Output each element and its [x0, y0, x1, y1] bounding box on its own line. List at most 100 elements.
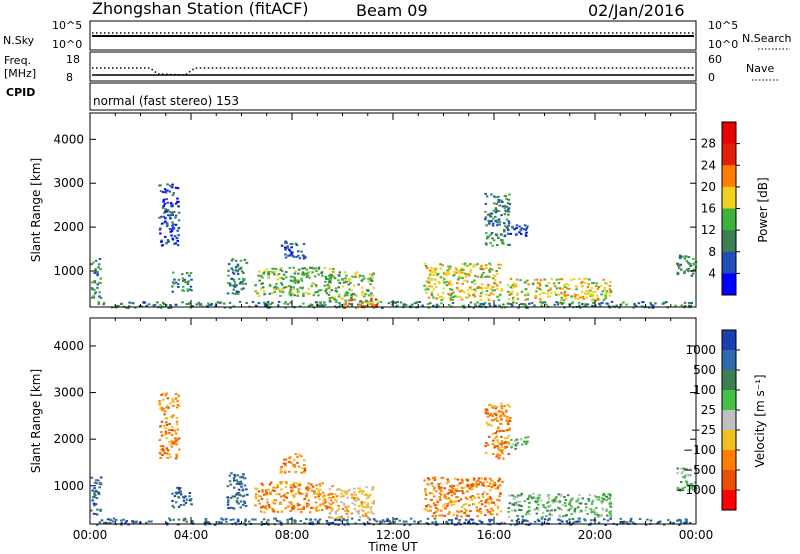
power-data-cell: [367, 289, 370, 292]
velocity-data-cell: [494, 407, 497, 410]
velocity-data-cell: [588, 494, 592, 496]
velocity-data-cell: [578, 517, 581, 520]
power-data-cell: [345, 291, 349, 294]
power-data-cell: [176, 187, 180, 190]
velocity-data-cell: [291, 506, 294, 509]
power-data-cell: [273, 288, 276, 291]
power-data-cell: [343, 271, 347, 274]
power-data-cell: [480, 283, 484, 286]
velocity-data-cell: [97, 479, 100, 482]
power-data-cell: [436, 305, 440, 308]
power-data-cell: [242, 287, 245, 290]
power-data-cell: [487, 235, 491, 238]
power-data-cell: [372, 272, 375, 275]
power-data-cell: [469, 286, 472, 289]
velocity-data-cell: [398, 519, 401, 522]
velocity-data-cell: [524, 443, 528, 445]
power-data-cell: [489, 263, 492, 266]
velocity-data-cell: [269, 491, 272, 494]
power-data-cell: [168, 228, 172, 231]
power-data-cell: [298, 305, 302, 308]
velocity-data-cell: [358, 516, 362, 518]
power-data-cell: [598, 298, 601, 301]
power-xaxis: [89, 113, 697, 307]
power-data-cell: [494, 207, 498, 210]
velocity-data-cell: [298, 484, 301, 487]
power-data-cell: [557, 293, 560, 296]
velocity-data-cell: [519, 494, 523, 497]
power-data-cell: [323, 266, 327, 269]
velocity-data-cell: [353, 498, 356, 501]
velocity-data-cell: [189, 498, 193, 501]
power-data-cell: [321, 304, 325, 307]
power-data-cell: [438, 282, 441, 285]
velocity-data-cell: [657, 521, 660, 524]
velocity-data-cell: [289, 518, 292, 520]
power-data-cell: [176, 237, 179, 240]
velocity-data-cell: [204, 520, 208, 523]
velocity-data-cell: [178, 488, 181, 491]
power-data-cell: [97, 266, 100, 269]
power-data-cell: [234, 259, 238, 262]
power-data-cell: [301, 271, 305, 274]
power-data-cell: [239, 266, 243, 269]
power-data-cell: [331, 276, 334, 279]
velocity-data-cell: [243, 501, 247, 504]
velocity-data-cell: [690, 483, 693, 485]
power-data-cell: [319, 289, 323, 292]
power-data-cell: [289, 243, 292, 245]
velocity-data-cell: [498, 449, 501, 452]
power-data-cell: [445, 284, 449, 287]
velocity-data-cell: [500, 442, 503, 445]
power-data-cell: [350, 293, 354, 296]
power-data-cell: [254, 284, 257, 287]
velocity-data-cell: [341, 508, 345, 510]
velocity-data-cell: [464, 518, 468, 521]
velocity-data-cell: [477, 479, 480, 482]
power-data-cell: [693, 268, 696, 271]
power-data-cell: [357, 303, 360, 306]
velocity-data-cell: [472, 477, 476, 480]
power-data-cell: [363, 295, 366, 298]
power-data-cell: [284, 301, 287, 304]
power-data-cell: [237, 278, 241, 280]
power-data-cell: [602, 278, 605, 281]
power-data-cell: [434, 270, 437, 273]
velocity-data-cell: [508, 420, 512, 422]
power-data-cell: [602, 298, 606, 301]
power-data-cell: [496, 272, 499, 275]
power-data-cell: [353, 298, 357, 301]
velocity-data-cell: [132, 521, 135, 524]
power-data-cell: [507, 210, 511, 213]
power-data-cell: [486, 237, 489, 240]
power-data-cell: [376, 302, 379, 305]
velocity-data-cell: [309, 518, 313, 521]
power-data-cell: [563, 293, 566, 296]
power-data-cell: [353, 284, 356, 287]
velocity-data-cell: [561, 520, 564, 523]
velocity-data-cell: [601, 507, 605, 510]
power-data-cell: [234, 269, 238, 272]
velocity-data-cell: [308, 511, 312, 514]
velocity-data-cell: [543, 518, 547, 521]
velocity-data-cell: [356, 511, 360, 514]
power-data-cell: [464, 264, 468, 267]
velocity-data-cell: [240, 485, 243, 488]
velocity-data-cell: [174, 393, 178, 395]
velocity-data-cell: [568, 503, 571, 506]
power-data-cell: [596, 287, 600, 290]
velocity-data-cell: [340, 501, 343, 503]
power-data-cell: [482, 271, 485, 274]
power-data-cell: [485, 290, 489, 292]
power-data-cell: [240, 288, 243, 291]
velocity-data-cell: [440, 489, 443, 492]
power-data-cell: [587, 283, 590, 286]
velocity-data-cell: [264, 489, 268, 491]
power-data-cell: [455, 268, 458, 271]
power-data-cell: [117, 305, 120, 307]
velocity-data-cell: [548, 513, 552, 516]
velocity-data-cell: [245, 488, 248, 491]
velocity-data-cell: [496, 498, 499, 501]
velocity-colorbar-tick-label: −25: [691, 423, 716, 437]
